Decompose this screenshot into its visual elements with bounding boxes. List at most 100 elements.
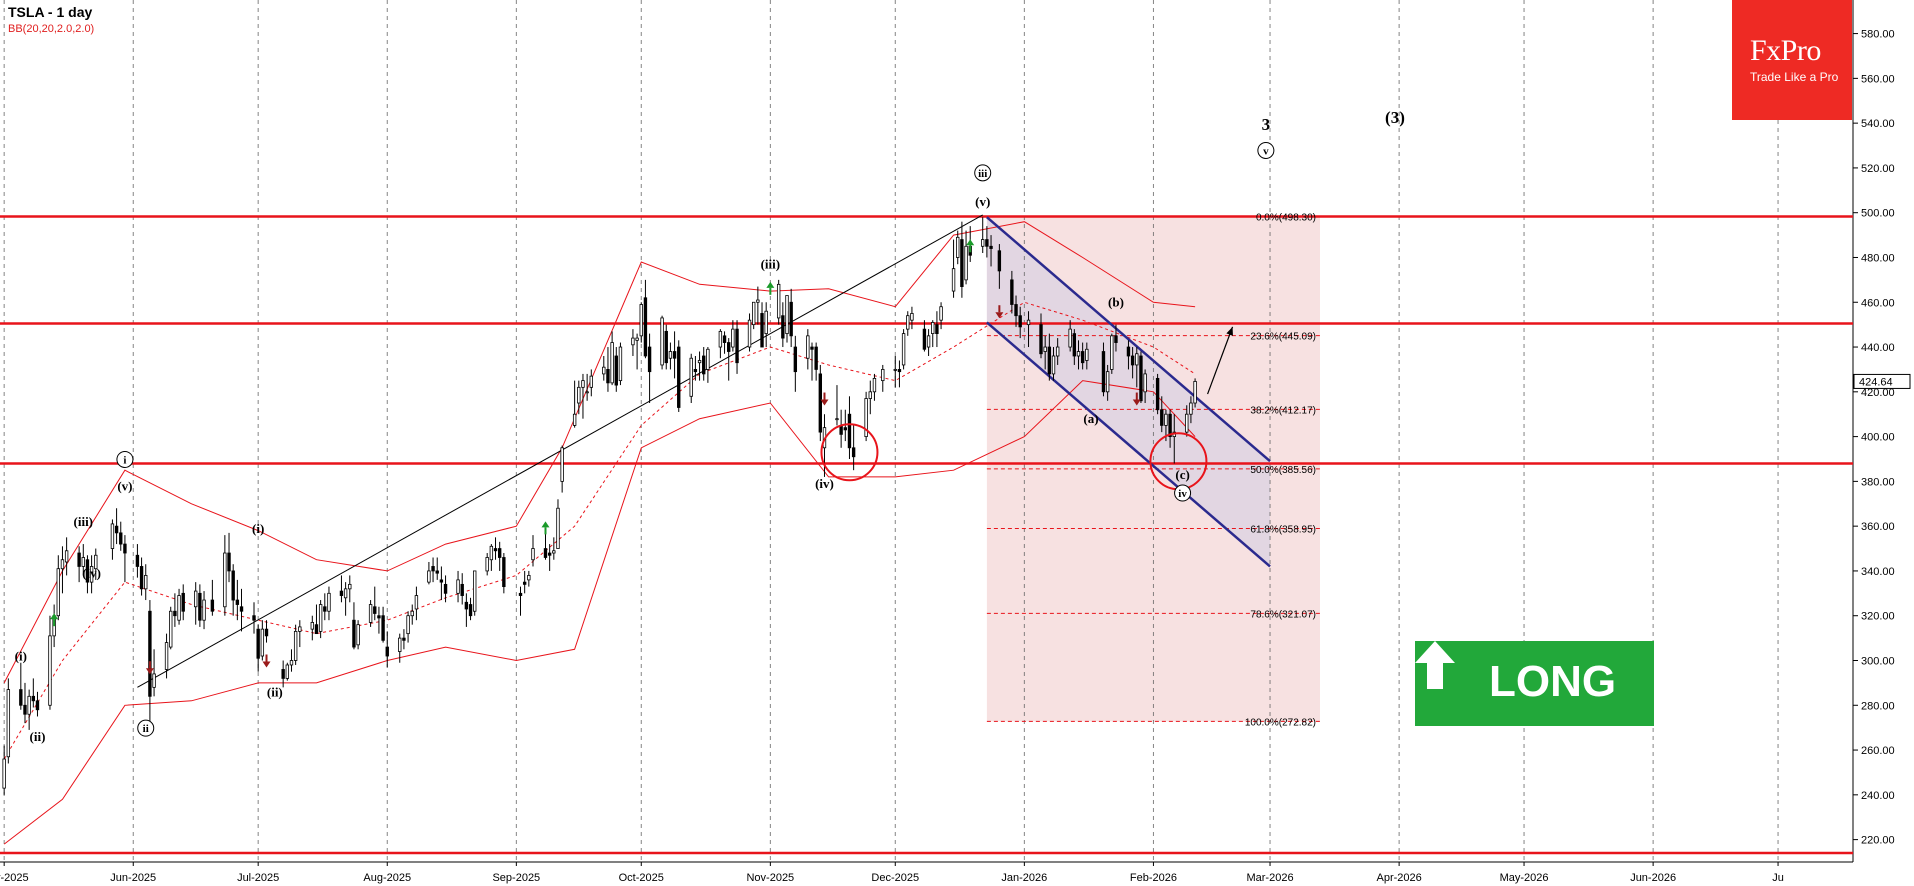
candle — [260, 620, 265, 661]
candle-body — [289, 660, 294, 666]
fxpro-logo: FxPro Trade Like a Pro — [1732, 0, 1852, 120]
candle-body — [618, 346, 623, 382]
candle — [19, 662, 23, 710]
candle — [677, 340, 681, 412]
wave-label: v — [1263, 145, 1269, 157]
candle — [618, 342, 623, 386]
long-signal-label: LONG — [1489, 657, 1617, 706]
last-price-label: 424.64 — [1859, 376, 1893, 388]
candle — [385, 631, 389, 668]
candle — [697, 351, 702, 381]
candle — [806, 329, 810, 370]
candle-body — [931, 322, 935, 335]
channel-upper-line — [986, 216, 1271, 463]
candle-body — [202, 599, 206, 621]
x-tick-label: Oct-2025 — [619, 872, 664, 884]
wave-label: (v) — [975, 194, 990, 209]
candle-body — [1168, 413, 1172, 437]
x-tick-label: Nov-2025 — [746, 872, 794, 884]
wave-label: i — [123, 454, 126, 466]
candle-body — [776, 283, 781, 319]
last-price-box — [1853, 373, 1911, 389]
candle — [1193, 378, 1197, 408]
wave-label: (b) — [1108, 295, 1124, 310]
x-tick-label: Apr-2026 — [1376, 872, 1421, 884]
candle-body — [1043, 346, 1047, 352]
candle — [94, 548, 98, 580]
candle — [893, 355, 897, 388]
candle-body — [589, 375, 593, 388]
candle — [531, 535, 535, 567]
x-tick-label: Ju — [1772, 872, 1784, 884]
candle — [252, 602, 256, 634]
candle-body — [868, 391, 872, 399]
candle-body — [173, 610, 177, 617]
candle — [602, 355, 606, 381]
candle-body — [314, 624, 319, 635]
candle-body — [851, 447, 856, 458]
candle — [435, 557, 439, 580]
candle — [410, 604, 414, 625]
wave-label: (c) — [1175, 467, 1189, 482]
projection-arrow-head — [1226, 326, 1233, 336]
candle-body — [926, 335, 931, 348]
candle — [318, 600, 323, 639]
candle — [1189, 396, 1193, 424]
candle-body — [89, 566, 94, 583]
candle-body — [818, 373, 823, 433]
candle — [868, 380, 872, 415]
candle — [818, 364, 823, 442]
y-tick-label: 460.00 — [1861, 297, 1895, 309]
candle — [1135, 347, 1139, 388]
candle-body — [227, 552, 231, 572]
candle-body — [406, 615, 410, 635]
candle — [177, 588, 181, 625]
fib-level-label: 23.6%(445.09) — [1250, 332, 1316, 343]
candle-body — [485, 557, 489, 572]
candle-body — [119, 532, 123, 545]
candle — [31, 678, 36, 708]
candle — [48, 615, 52, 710]
candle-body — [1189, 402, 1193, 415]
candle — [264, 620, 269, 643]
candle — [789, 288, 793, 348]
candle — [518, 586, 523, 616]
candle — [1014, 295, 1018, 327]
candle — [901, 329, 906, 370]
candle — [1185, 405, 1189, 437]
wave-label: (iv) — [815, 476, 834, 491]
candle — [1105, 364, 1110, 401]
signal-arrow-up — [766, 281, 775, 288]
candle — [485, 553, 489, 576]
candle — [764, 302, 768, 348]
candle — [1010, 270, 1014, 314]
candle — [439, 566, 444, 601]
candle — [660, 315, 664, 370]
candle-body — [1039, 324, 1043, 355]
candle — [348, 575, 352, 603]
candle-body — [327, 592, 331, 612]
candle — [835, 385, 839, 426]
candle-body — [531, 548, 535, 561]
candle-body — [760, 313, 764, 348]
wave-label-circle — [1257, 141, 1275, 159]
candle — [639, 302, 643, 343]
candle — [2, 745, 6, 795]
arrow-up-icon — [1415, 641, 1455, 689]
candle — [793, 335, 798, 392]
candle — [293, 624, 298, 665]
candle — [1160, 396, 1164, 433]
candle-body — [960, 239, 964, 287]
candle — [589, 369, 593, 397]
wave-label: iv — [1178, 488, 1187, 500]
channel-lower-line — [986, 321, 1271, 568]
candle — [577, 380, 581, 415]
candle — [114, 508, 119, 545]
y-tick-label: 520.00 — [1861, 163, 1895, 175]
candle-body — [756, 299, 760, 303]
candle-body — [731, 328, 735, 348]
candle-body — [835, 418, 839, 421]
candle — [647, 333, 652, 404]
candle-body — [901, 333, 906, 366]
y-tick-label: 260.00 — [1861, 745, 1895, 757]
